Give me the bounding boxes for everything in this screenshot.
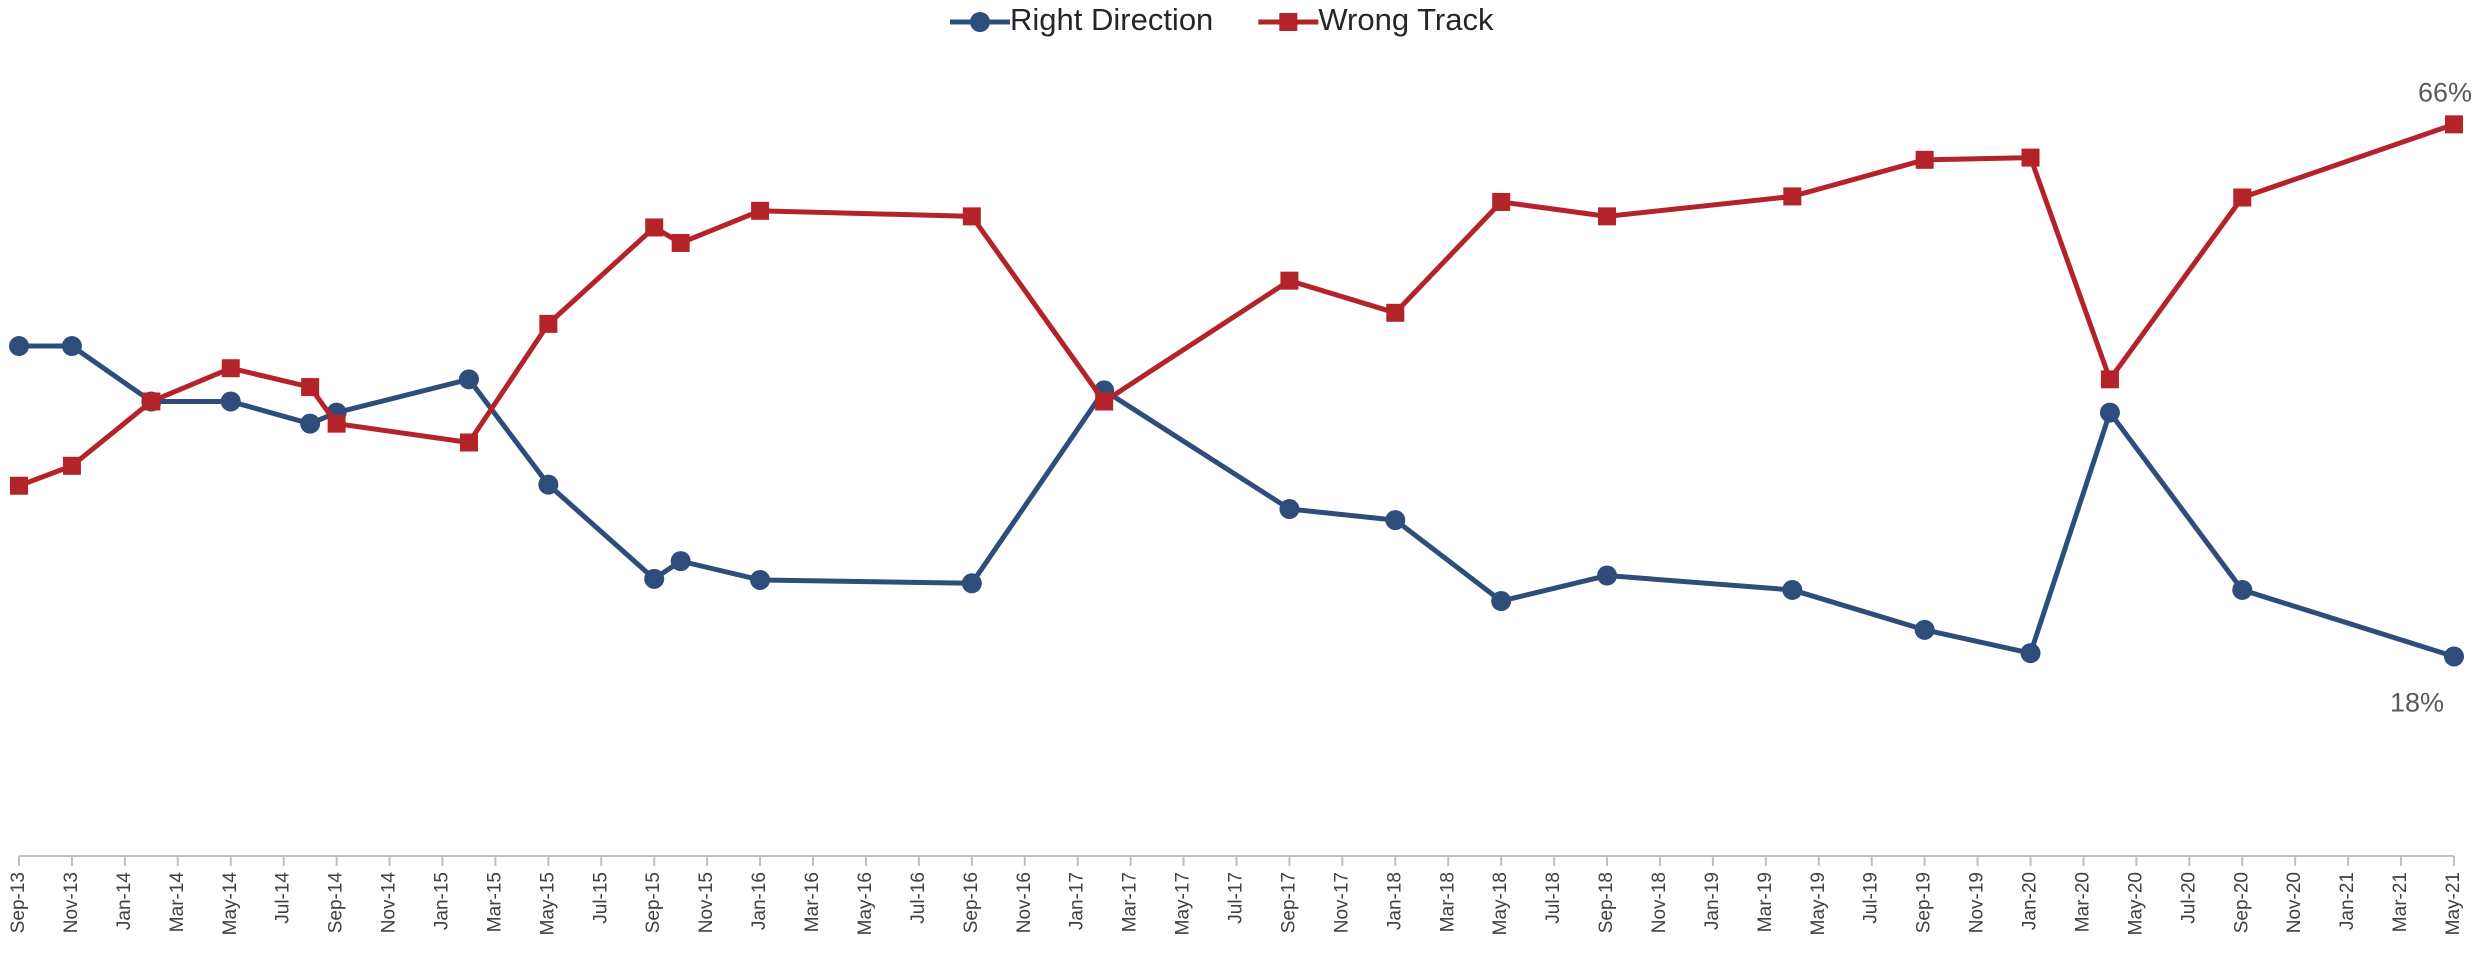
marker bbox=[1914, 619, 1935, 640]
x-tick-label: Jan-19 bbox=[1702, 872, 1723, 930]
x-tick-label: May-17 bbox=[1173, 872, 1194, 935]
x-tick-label: Mar-21 bbox=[2390, 872, 2411, 932]
x-tick-label: Jul-14 bbox=[273, 872, 294, 924]
marker bbox=[142, 392, 161, 411]
x-tick-label: Nov-14 bbox=[379, 872, 400, 934]
x-tick-label: Jul-20 bbox=[2178, 872, 2199, 924]
legend-marker bbox=[970, 12, 990, 32]
marker bbox=[1385, 510, 1406, 531]
marker bbox=[2445, 115, 2463, 134]
x-tick-label: Jul-19 bbox=[1861, 872, 1882, 924]
marker bbox=[1491, 591, 1512, 612]
x-tick-label: Nov-13 bbox=[61, 872, 82, 933]
data-label: 66% bbox=[2418, 77, 2472, 107]
legend-marker bbox=[1279, 13, 1298, 31]
x-tick-label: Jul-16 bbox=[908, 872, 929, 924]
x-tick-label: Sep-20 bbox=[2231, 872, 2252, 933]
x-tick-label: Mar-20 bbox=[2072, 872, 2093, 932]
marker bbox=[962, 207, 981, 226]
marker bbox=[2233, 188, 2252, 207]
x-tick-label: Nov-17 bbox=[1331, 872, 1352, 933]
x-tick-label: May-21 bbox=[2443, 872, 2464, 935]
x-tick-label: Mar-16 bbox=[802, 872, 823, 932]
marker bbox=[644, 568, 665, 589]
marker bbox=[9, 336, 29, 357]
x-tick-label: May-20 bbox=[2125, 872, 2146, 935]
marker bbox=[2444, 646, 2464, 667]
marker bbox=[301, 378, 320, 397]
marker bbox=[1598, 207, 1617, 226]
marker bbox=[2099, 402, 2120, 423]
x-tick-label: Nov-20 bbox=[2284, 872, 2305, 933]
marker bbox=[671, 233, 690, 252]
marker bbox=[1280, 271, 1299, 290]
x-tick-label: Nov-19 bbox=[1967, 872, 1988, 933]
marker bbox=[1783, 187, 1802, 206]
series-line bbox=[18, 121, 2455, 489]
x-tick-label: Mar-18 bbox=[1437, 872, 1458, 932]
x-tick-label: May-18 bbox=[1490, 872, 1511, 935]
marker bbox=[1492, 192, 1511, 211]
marker bbox=[1915, 150, 1934, 169]
x-tick-label: Jul-17 bbox=[1226, 872, 1247, 924]
marker bbox=[300, 413, 321, 434]
marker bbox=[1597, 565, 1618, 586]
marker bbox=[2021, 148, 2040, 167]
marker bbox=[2232, 579, 2253, 600]
marker bbox=[220, 391, 241, 412]
marker bbox=[459, 433, 478, 452]
marker bbox=[750, 569, 771, 590]
x-tick-label: May-19 bbox=[1808, 872, 1829, 935]
marker bbox=[62, 456, 81, 475]
x-tick-label: Jan-18 bbox=[1384, 872, 1405, 930]
marker bbox=[1782, 579, 1803, 600]
x-tick-label: Sep-16 bbox=[961, 872, 982, 933]
marker bbox=[1386, 303, 1405, 322]
x-tick-label: Sep-17 bbox=[1278, 872, 1299, 933]
x-tick-label: Nov-16 bbox=[1014, 872, 1035, 933]
marker bbox=[645, 218, 664, 237]
x-tick-label: Sep-15 bbox=[643, 872, 664, 933]
marker bbox=[61, 336, 82, 357]
marker bbox=[327, 414, 346, 433]
x-tick-label: Mar-17 bbox=[1120, 872, 1141, 932]
x-tick-label: Mar-19 bbox=[1755, 872, 1776, 932]
x-tick-label: Jan-21 bbox=[2337, 872, 2358, 930]
x-tick-label: Sep-18 bbox=[1596, 872, 1617, 933]
x-tick-label: Jan-16 bbox=[749, 872, 770, 930]
data-label: 18% bbox=[2390, 688, 2444, 718]
marker bbox=[961, 573, 982, 594]
x-tick-label: Mar-15 bbox=[484, 872, 505, 932]
x-tick-label: Mar-14 bbox=[167, 872, 188, 933]
legend-label: Wrong Track bbox=[1318, 2, 1494, 37]
x-tick-label: May-15 bbox=[537, 872, 558, 935]
x-tick-label: May-14 bbox=[220, 872, 241, 936]
x-tick-label: Sep-19 bbox=[1914, 872, 1935, 933]
legend-label: Right Direction bbox=[1010, 2, 1213, 37]
marker bbox=[2020, 643, 2041, 664]
marker bbox=[539, 314, 558, 333]
x-tick-label: Jan-20 bbox=[2020, 872, 2041, 930]
x-tick-label: May-16 bbox=[855, 872, 876, 935]
x-tick-label: Nov-18 bbox=[1649, 872, 1670, 933]
x-tick-label: Jul-15 bbox=[590, 872, 611, 924]
x-tick-label: Jan-15 bbox=[431, 872, 452, 930]
x-tick-label: Sep-14 bbox=[326, 872, 347, 934]
marker bbox=[221, 359, 240, 378]
x-tick-label: Jan-14 bbox=[114, 872, 135, 931]
marker bbox=[538, 474, 559, 495]
x-tick-label: Jul-18 bbox=[1543, 872, 1564, 924]
x-tick-label: Sep-13 bbox=[8, 872, 29, 933]
series-line bbox=[19, 343, 2455, 659]
marker bbox=[751, 201, 770, 220]
marker bbox=[458, 369, 479, 390]
x-tick-label: Nov-15 bbox=[696, 872, 717, 933]
marker bbox=[1279, 499, 1300, 520]
marker bbox=[2100, 370, 2119, 389]
marker bbox=[10, 476, 28, 495]
x-tick-label: Jan-17 bbox=[1067, 872, 1088, 930]
marker bbox=[670, 551, 691, 572]
marker bbox=[1095, 392, 1114, 411]
